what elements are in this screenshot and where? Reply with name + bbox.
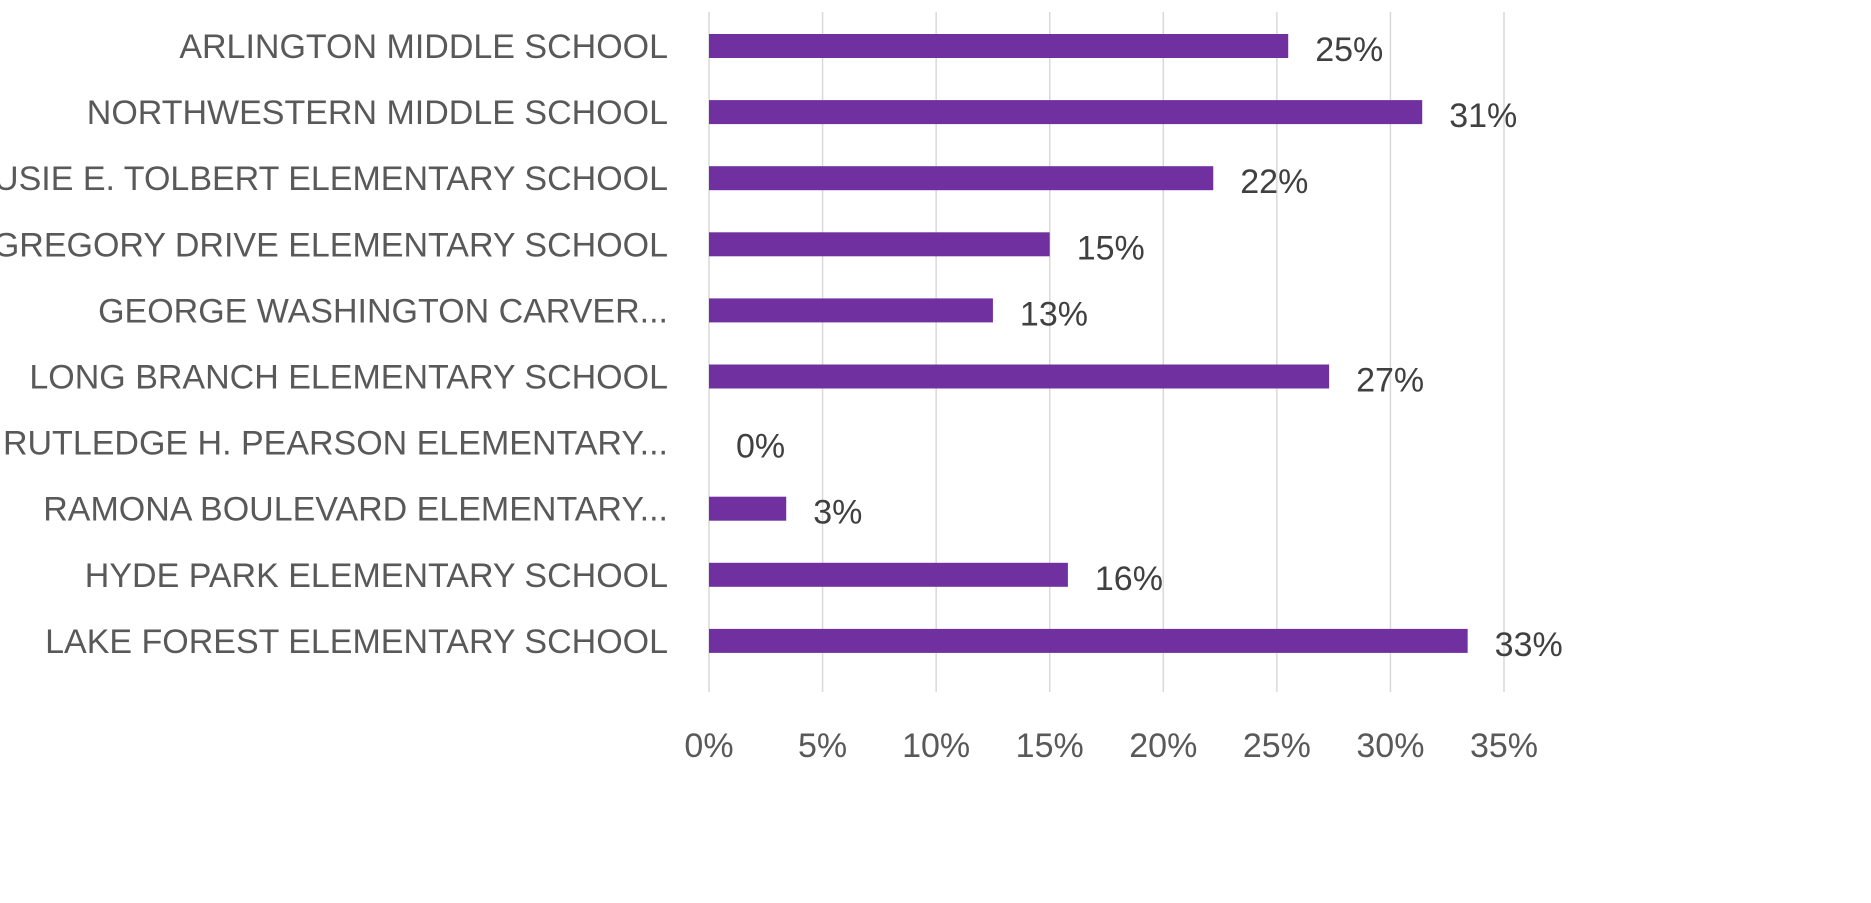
category-labels: ARLINGTON MIDDLE SCHOOL NORTHWESTERN MIDD… xyxy=(0,28,668,661)
category-label: GEORGE WASHINGTON CARVER... xyxy=(98,292,668,330)
bar xyxy=(709,166,1214,191)
x-tick-label: 10% xyxy=(902,727,970,765)
bar xyxy=(709,496,787,521)
gridlines xyxy=(708,12,1505,692)
x-tick-label: 20% xyxy=(1129,727,1197,765)
data-label: 13% xyxy=(1020,295,1088,333)
category-label: SUSIE E. TOLBERT ELEMENTARY SCHOOL xyxy=(0,160,668,198)
x-tick-label: 5% xyxy=(798,727,847,765)
bars xyxy=(709,34,1468,653)
category-label: LONG BRANCH ELEMENTARY SCHOOL xyxy=(29,359,668,397)
data-label: 15% xyxy=(1077,229,1145,267)
category-label: RAMONA BOULEVARD ELEMENTARY... xyxy=(43,491,668,529)
bar xyxy=(709,100,1423,125)
bar xyxy=(709,298,993,323)
x-tick-label: 0% xyxy=(684,727,733,765)
data-label: 0% xyxy=(736,428,785,466)
x-axis-tick-labels: 0% 5% 10% 15% 20% 25% 30% 35% xyxy=(684,727,1538,765)
data-label: 27% xyxy=(1356,362,1424,400)
bar xyxy=(709,232,1050,257)
category-label: HYDE PARK ELEMENTARY SCHOOL xyxy=(85,557,668,595)
data-labels: 25% 31% 22% 15% 13% 27% 0% 3% 16% 33% xyxy=(736,31,1563,664)
data-label: 31% xyxy=(1449,97,1517,135)
bar xyxy=(709,364,1330,389)
data-label: 16% xyxy=(1095,560,1163,598)
bar xyxy=(709,628,1468,653)
data-label: 25% xyxy=(1315,31,1383,69)
bar xyxy=(709,562,1068,587)
category-label: NORTHWESTERN MIDDLE SCHOOL xyxy=(87,94,668,132)
x-tick-label: 25% xyxy=(1243,727,1311,765)
category-label: RUTLEDGE H. PEARSON ELEMENTARY... xyxy=(3,425,668,463)
x-tick-label: 35% xyxy=(1470,727,1538,765)
category-label: GREGORY DRIVE ELEMENTARY SCHOOL xyxy=(0,226,668,264)
x-tick-label: 15% xyxy=(1016,727,1084,765)
category-label: ARLINGTON MIDDLE SCHOOL xyxy=(179,28,668,66)
data-label: 22% xyxy=(1240,163,1308,201)
data-label: 3% xyxy=(813,494,862,532)
bar xyxy=(709,34,1289,58)
data-label: 33% xyxy=(1495,626,1563,664)
category-label: LAKE FOREST ELEMENTARY SCHOOL xyxy=(45,623,668,661)
x-tick-label: 30% xyxy=(1356,727,1424,765)
